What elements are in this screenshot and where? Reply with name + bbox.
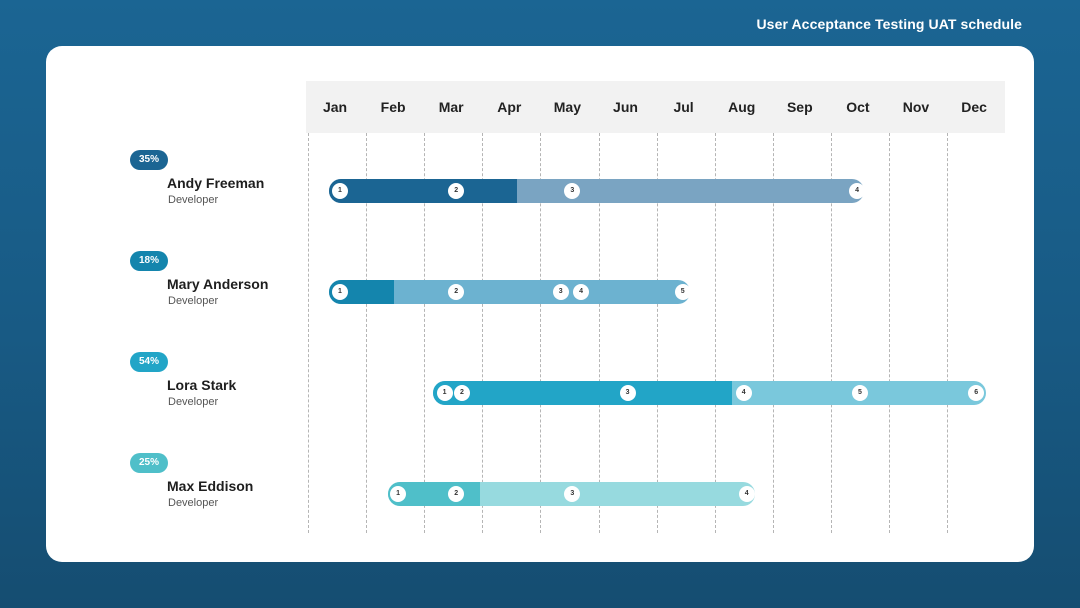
month-label-may: May [553, 99, 581, 115]
month-gridline [598, 133, 600, 533]
month-label-aug: Aug [728, 99, 756, 115]
person-name: Mary Anderson [167, 276, 269, 292]
person-name: Andy Freeman [167, 175, 265, 191]
milestone-marker[interactable]: 2 [453, 385, 470, 401]
person-role: Developer [168, 396, 219, 408]
bar-progress-segment [432, 381, 732, 405]
milestone-marker[interactable]: 3 [564, 183, 581, 199]
milestone-marker[interactable]: 2 [448, 284, 465, 300]
month-gridline [947, 133, 949, 533]
month-gridline [714, 133, 716, 533]
milestone-marker[interactable]: 4 [573, 284, 590, 300]
milestone-marker[interactable]: 1 [331, 183, 348, 199]
month-gridline [889, 133, 890, 533]
person-role: Developer [168, 194, 219, 206]
milestone-marker[interactable]: 3 [619, 385, 636, 401]
month-gridline [366, 133, 368, 533]
milestone-marker[interactable]: 1 [331, 284, 348, 300]
month-gridline [830, 133, 832, 533]
month-gridline [482, 133, 484, 533]
month-label-sep: Sep [786, 99, 813, 115]
milestone-marker[interactable]: 1 [436, 385, 453, 401]
person-name: Lora Stark [167, 377, 237, 393]
schedule-card: Jan Feb Mar Apr May Jun Jul Aug Sep Oct Nov Dec 35%… [46, 46, 1034, 562]
month-label-oct: Oct [846, 99, 870, 115]
timeline-bar[interactable] [329, 280, 690, 304]
milestone-marker[interactable]: 2 [448, 486, 465, 502]
bar-progress-segment [329, 179, 517, 203]
progress-badge: 54% [130, 352, 168, 372]
month-gridline [424, 133, 426, 533]
chart-title: User Acceptance Testing UAT schedule [756, 16, 1022, 32]
milestone-marker[interactable]: 4 [849, 183, 866, 199]
month-label-apr: Apr [497, 99, 522, 115]
month-gridline [308, 133, 309, 533]
milestone-marker[interactable]: 5 [674, 284, 691, 300]
milestone-marker[interactable]: 4 [738, 486, 755, 502]
milestone-marker[interactable]: 3 [564, 486, 581, 502]
month-gridline [772, 133, 774, 533]
milestone-marker[interactable]: 6 [968, 385, 985, 401]
milestone-marker[interactable]: 2 [448, 183, 465, 199]
person-role: Developer [168, 295, 219, 307]
month-label-jun: Jun [613, 99, 638, 115]
month-header: Jan Feb Mar Apr May Jun Jul Aug Sep Oct Nov Dec [306, 81, 1005, 133]
milestone-marker[interactable]: 3 [552, 284, 569, 300]
progress-badge: 25% [130, 453, 168, 473]
month-gridline [540, 133, 542, 533]
progress-badge: 18% [130, 251, 168, 271]
timeline-bar[interactable] [432, 381, 987, 405]
milestone-marker[interactable]: 1 [390, 486, 407, 502]
month-label-jul: Jul [673, 99, 694, 115]
milestone-marker[interactable]: 5 [851, 385, 868, 401]
month-gridline [656, 133, 658, 533]
milestone-marker[interactable]: 4 [735, 385, 752, 401]
month-label-feb: Feb [380, 99, 406, 115]
month-label-nov: Nov [902, 99, 930, 115]
month-label-dec: Dec [961, 99, 987, 115]
person-name: Max Eddison [167, 478, 254, 494]
progress-badge: 35% [130, 150, 168, 170]
month-label-mar: Mar [438, 99, 464, 115]
person-role: Developer [168, 497, 219, 509]
timeline-bar[interactable] [329, 179, 864, 203]
month-label-jan: Jan [322, 99, 348, 115]
